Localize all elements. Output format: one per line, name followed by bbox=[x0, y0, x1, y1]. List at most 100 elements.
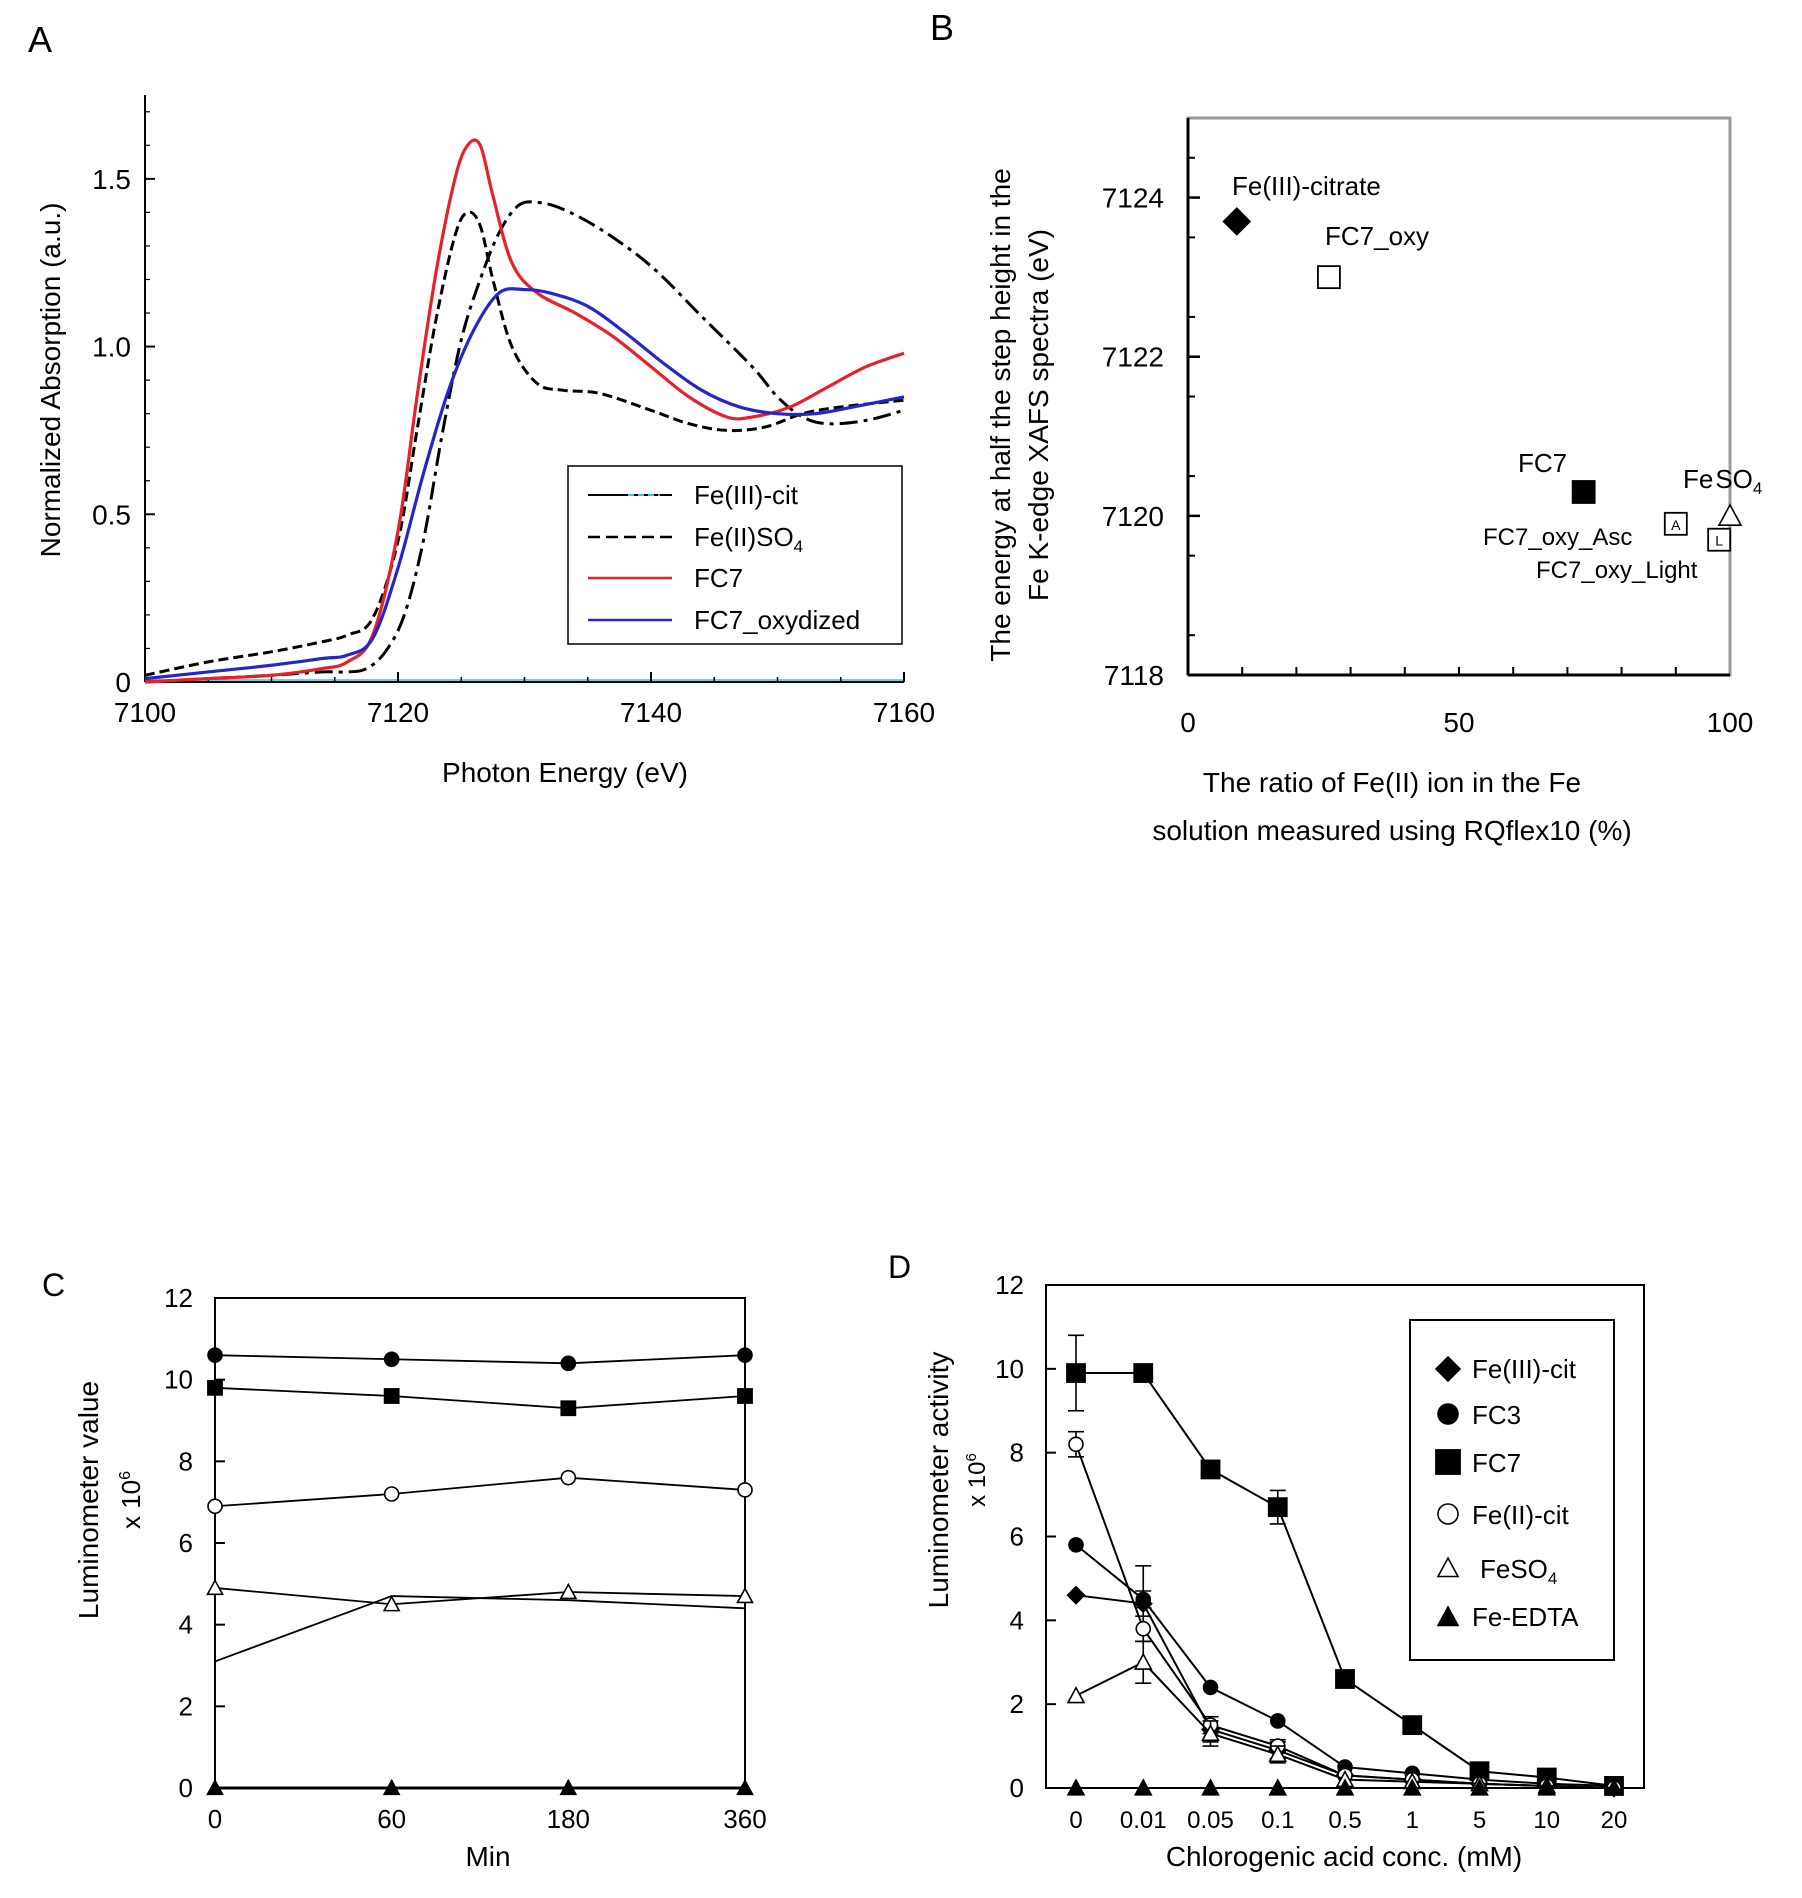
panel-b-y-axis-label-2: Fe K-edge XAFS spectra (eV) bbox=[1023, 229, 1054, 601]
legend-d-fc3: FC3 bbox=[1472, 1400, 1521, 1430]
panel-b-point-letter: A bbox=[1671, 517, 1681, 533]
panel-d-y-tick-label: 2 bbox=[1010, 1689, 1024, 1719]
panel-a-y-tick-label: 1.0 bbox=[92, 332, 131, 363]
panel-a-series-fe-ii-so4 bbox=[144, 210, 905, 677]
panel-b-letter: B bbox=[930, 7, 954, 48]
panel-d-x-tick-label: 5 bbox=[1473, 1807, 1486, 1834]
panel-c-y-tick-label: 0 bbox=[179, 1773, 193, 1803]
panel-d-point-fc3 bbox=[1269, 1713, 1286, 1729]
panel-b-point-fc7-oxy bbox=[1317, 265, 1341, 290]
legend-d-marker-2 bbox=[1435, 1449, 1461, 1475]
point-label-fc7-oxy: FC7_oxy bbox=[1325, 221, 1429, 251]
legend-a-fe3cit: Fe(III)-cit bbox=[694, 480, 799, 510]
panel-c-point-feso4 bbox=[736, 1586, 754, 1604]
legend-d-marker-5 bbox=[1436, 1605, 1460, 1627]
legend-d-feso4: FeSO4 bbox=[1480, 1554, 1557, 1588]
panel-b-y-tick-label: 7120 bbox=[1102, 501, 1164, 532]
panel-d-point-fe-ii-cit bbox=[1135, 1620, 1152, 1637]
panel-d-x-tick-label: 0.5 bbox=[1328, 1807, 1361, 1834]
panel-d-y-axis-label-1: Luminometer activity bbox=[923, 1352, 954, 1609]
panel-b-point-fc7-oxy-asc bbox=[1663, 511, 1688, 536]
panel-d-point-fc7 bbox=[1335, 1669, 1355, 1689]
panel-d-x-tick-label: 0.1 bbox=[1261, 1807, 1294, 1834]
legend-d-marker-1 bbox=[1437, 1403, 1459, 1425]
panel-d-point-feso4 bbox=[1201, 1723, 1220, 1742]
panel-b-frame bbox=[1186, 116, 1732, 677]
panel-c-point-fe-edta bbox=[736, 1778, 754, 1796]
panel-c-point-fe-ii-cit bbox=[560, 1469, 577, 1486]
panel-c-x-tick-label: 0 bbox=[208, 1804, 222, 1834]
panel-a-series-fc7-oxydized bbox=[144, 287, 905, 681]
panel-d-y-tick-label: 6 bbox=[1010, 1522, 1024, 1552]
panel-a-chart: 7100 7120 7140 7160 0 0.5 1.0 1.5 bbox=[92, 95, 935, 728]
panel-b-point-fe-iii-citrate bbox=[1222, 207, 1252, 236]
panel-d-point-fe-edta bbox=[1066, 1778, 1086, 1796]
panel-b-x-tick-label: 100 bbox=[1707, 707, 1754, 738]
panel-c-point-fe-ii-cit bbox=[737, 1482, 753, 1498]
panel-c-x-tick-label: 360 bbox=[723, 1804, 766, 1834]
panel-d-point-fc3 bbox=[1068, 1537, 1084, 1553]
panel-d-y-tick-label: 0 bbox=[1010, 1773, 1024, 1803]
legend-d-marker-0 bbox=[1434, 1355, 1462, 1383]
panel-b-y-tick-label: 7118 bbox=[1104, 660, 1164, 691]
panel-c-y-tick-label: 10 bbox=[164, 1365, 193, 1395]
panel-b-x-axis-label-1: The ratio of Fe(II) ion in the Fe bbox=[1203, 767, 1581, 798]
panel-b-x-tick-label: 0 bbox=[1180, 707, 1196, 738]
panel-c-x-tick-label: 180 bbox=[547, 1804, 590, 1834]
panel-b-y-tick-label: 7122 bbox=[1102, 342, 1164, 373]
panel-c-series-fc7 bbox=[214, 1386, 746, 1410]
panel-c-point-fe-ii-cit bbox=[383, 1486, 400, 1502]
point-label-fc7-oxy-asc: FC7_oxy_Asc bbox=[1483, 524, 1632, 551]
panel-a-x-tick-label: 7100 bbox=[114, 697, 176, 728]
panel-a-x-tick-label: 7120 bbox=[367, 697, 429, 728]
legend-d-fe2cit: Fe(II)-cit bbox=[1472, 1500, 1570, 1530]
panel-b-y-tick-label: 7124 bbox=[1102, 183, 1164, 214]
panel-c-y-tick-label: 4 bbox=[179, 1610, 193, 1640]
panel-c-x-tick-label: 60 bbox=[377, 1804, 406, 1834]
panel-a-letter: A bbox=[28, 19, 52, 60]
panel-a-x-tick-label: 7160 bbox=[873, 697, 935, 728]
panel-d-x-tick-label: 10 bbox=[1533, 1807, 1560, 1834]
panel-c-point-fc3 bbox=[737, 1347, 753, 1363]
panel-d-point-fe-edta bbox=[1201, 1778, 1220, 1796]
panel-c-y-axis-label-1: Luminometer value bbox=[73, 1381, 104, 1619]
panel-c-series-fc3 bbox=[214, 1354, 746, 1365]
panel-c-point-feso4 bbox=[382, 1595, 401, 1612]
panel-c-y-tick-label: 6 bbox=[179, 1528, 193, 1558]
panel-a-series-fc7 bbox=[144, 138, 905, 684]
legend-d-marker-3 bbox=[1437, 1503, 1459, 1525]
panel-c-y-tick-label: 8 bbox=[179, 1446, 193, 1476]
panel-d-x-axis-label: Chlorogenic acid conc. (mM) bbox=[1166, 1841, 1522, 1872]
panel-d-y-tick-label: 12 bbox=[995, 1270, 1024, 1300]
legend-a-fc7-oxydized: FC7_oxydized bbox=[694, 605, 860, 635]
panel-b-point-letter: L bbox=[1715, 533, 1723, 549]
panel-d-point-fe-edta bbox=[1604, 1778, 1624, 1796]
point-label-fc7-oxy-light: FC7_oxy_Light bbox=[1536, 557, 1698, 584]
panel-d-point-feso4 bbox=[1133, 1652, 1153, 1670]
panel-d-point-fe-edta bbox=[1537, 1778, 1557, 1796]
panel-d-point-fe-edta bbox=[1335, 1778, 1355, 1796]
panel-c-series-fe-ii-cit bbox=[214, 1476, 746, 1508]
point-label-fe3-citrate: Fe(III)-citrate bbox=[1232, 171, 1381, 201]
panel-d-x-tick-label: 0 bbox=[1069, 1807, 1082, 1834]
panel-c-point-fc3 bbox=[383, 1351, 400, 1368]
panel-b-x-tick-label: 50 bbox=[1443, 707, 1474, 738]
panel-a-y-tick-label: 1.5 bbox=[92, 164, 131, 195]
panel-d-x-tick-label: 0.01 bbox=[1120, 1807, 1167, 1834]
panel-b-y-axis-label-1: The energy at half the step height in th… bbox=[985, 168, 1016, 661]
panel-d-point-fc3 bbox=[1202, 1679, 1219, 1696]
panel-d-point-fe-edta bbox=[1268, 1778, 1288, 1796]
panel-c-y-axis-label-2: x 106 bbox=[116, 1471, 146, 1529]
panel-d-point-fe-edta bbox=[1133, 1778, 1153, 1796]
legend-a-fc7: FC7 bbox=[694, 563, 743, 593]
panel-d-point-fc7 bbox=[1133, 1363, 1154, 1383]
panel-d-point-feso4 bbox=[1066, 1686, 1086, 1704]
panel-c-point-fe-edta bbox=[206, 1778, 224, 1796]
panel-c-x-axis-label: Min bbox=[465, 1841, 510, 1872]
panel-d-y-tick-label: 10 bbox=[995, 1354, 1024, 1384]
panel-c-series-fe-iii-cit bbox=[214, 1595, 746, 1663]
panel-d-point-fe-edta bbox=[1470, 1778, 1489, 1796]
panel-b-point-fc7 bbox=[1571, 480, 1596, 504]
panel-d-point-fe-edta bbox=[1402, 1778, 1422, 1796]
